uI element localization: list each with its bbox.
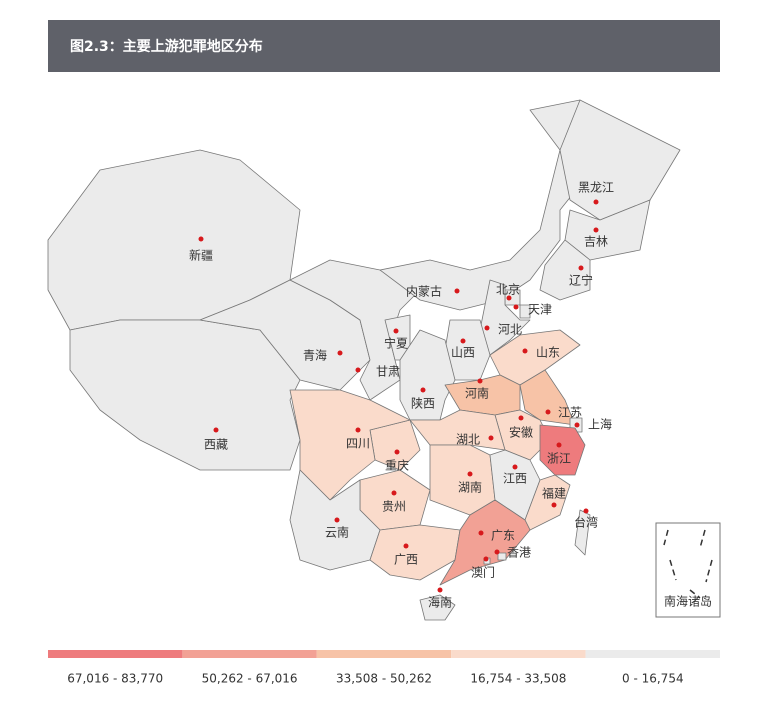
- province: [289, 389, 411, 501]
- province-label: 河北: [498, 323, 522, 337]
- province-label: 甘肃: [376, 365, 400, 379]
- legend-swatch: [48, 650, 183, 658]
- province-label: 上海: [588, 417, 612, 432]
- province-dot: [483, 556, 489, 562]
- legend-label: 50,262 - 67,016: [202, 672, 298, 686]
- province-dot: [391, 490, 397, 496]
- province-dot: [512, 464, 518, 470]
- province-label: 辽宁: [569, 273, 593, 288]
- province-dot: [494, 549, 500, 555]
- province-label: 山西: [451, 346, 475, 360]
- province-dot: [334, 517, 340, 523]
- province: [519, 304, 531, 319]
- title-bar: [48, 20, 720, 72]
- province-dot: [460, 338, 466, 344]
- province-dot: [394, 449, 400, 455]
- province-label: 北京: [496, 283, 520, 297]
- province-label: 四川: [346, 437, 370, 451]
- province-dot: [545, 409, 551, 415]
- province-dot: [355, 427, 361, 433]
- province-label: 黑龙江: [578, 181, 614, 195]
- province-dot: [478, 530, 484, 536]
- province-dot: [213, 427, 219, 433]
- province-dot: [477, 378, 483, 384]
- province-label: 西藏: [204, 438, 228, 452]
- legend-label: 0 - 16,754: [622, 672, 684, 686]
- province-label: 宁夏: [384, 336, 408, 351]
- province-dot: [454, 288, 460, 294]
- province-label: 山东: [536, 346, 560, 360]
- province: [419, 594, 456, 621]
- province: [399, 329, 456, 421]
- province-dot: [522, 348, 528, 354]
- province-label: 重庆: [385, 459, 409, 473]
- legend-swatch: [585, 650, 720, 658]
- province-dot: [583, 508, 589, 514]
- province-dot: [578, 265, 584, 271]
- province-dot: [488, 435, 494, 441]
- province-label: 吉林: [584, 235, 608, 249]
- inset: 南海诸岛: [655, 522, 721, 618]
- province: [559, 99, 681, 221]
- province-label: 福建: [542, 486, 566, 501]
- province-dot: [337, 350, 343, 356]
- province-label: 浙江: [547, 452, 571, 466]
- legend-label: 67,016 - 83,770: [67, 672, 163, 686]
- province-dot: [593, 199, 599, 205]
- legend-swatch: [182, 650, 317, 658]
- province: [69, 319, 301, 471]
- province-label: 天津: [528, 303, 552, 317]
- title: 图2.3：主要上游犯罪地区分布: [70, 38, 263, 55]
- province-label: 河南: [465, 386, 489, 401]
- province-label: 台湾: [574, 515, 598, 530]
- province-dot: [556, 442, 562, 448]
- province-label: 江苏: [558, 406, 582, 420]
- province-label: 海南: [428, 595, 452, 610]
- province-dot: [437, 587, 443, 593]
- province-label: 内蒙古: [406, 284, 442, 299]
- legend: 67,016 - 83,770 50,262 - 67,016 33,508 - 5…: [48, 650, 720, 686]
- province-dot: [198, 236, 204, 242]
- inset-islands: [663, 529, 713, 599]
- province-label: 贵州: [382, 500, 406, 514]
- province-label: 陕西: [411, 396, 435, 411]
- legend-swatch: [451, 650, 586, 658]
- province: [439, 499, 531, 586]
- province-label: 湖南: [458, 480, 482, 495]
- province-label: 澳门: [471, 565, 495, 580]
- inset-label: 南海诸岛: [664, 594, 712, 609]
- province: [497, 552, 507, 561]
- province-dot: [593, 227, 599, 233]
- legend-swatch: [316, 650, 452, 658]
- province: [539, 424, 586, 476]
- province: [539, 239, 591, 301]
- province-label: 新疆: [189, 248, 213, 263]
- province-dot: [513, 304, 519, 310]
- province-dot: [574, 422, 580, 428]
- province-dot: [484, 325, 490, 331]
- province-label: 香港: [507, 546, 531, 560]
- province-dot: [403, 543, 409, 549]
- legend-label: 33,508 - 50,262: [336, 672, 432, 686]
- province-dot: [518, 415, 524, 421]
- legend-label: 16,754 - 33,508: [470, 672, 566, 686]
- province-label: 安徽: [509, 425, 533, 440]
- province-dot: [355, 367, 361, 373]
- province-dot: [393, 328, 399, 334]
- province-label: 广西: [394, 553, 418, 567]
- province-label: 青海: [303, 348, 327, 363]
- province-dot: [551, 502, 557, 508]
- province-dot: [467, 471, 473, 477]
- province-label: 广东: [491, 529, 515, 543]
- province-label: 江西: [503, 472, 527, 486]
- province-dot: [506, 295, 512, 301]
- province-dot: [420, 387, 426, 393]
- province-label: 云南: [325, 525, 349, 540]
- province-label: 湖北: [456, 432, 480, 447]
